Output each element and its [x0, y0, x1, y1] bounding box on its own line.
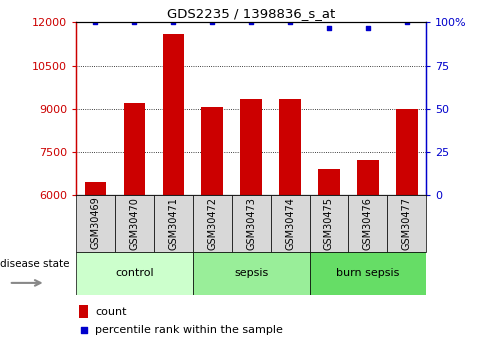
Bar — [310, 252, 426, 295]
Text: control: control — [115, 268, 154, 278]
Bar — [388, 195, 426, 252]
Point — [286, 20, 294, 25]
Bar — [76, 195, 115, 252]
Bar — [270, 195, 310, 252]
Text: disease state: disease state — [0, 259, 70, 269]
Bar — [396, 109, 417, 195]
Bar — [76, 252, 193, 295]
Text: GSM30474: GSM30474 — [285, 197, 295, 249]
Bar — [357, 160, 379, 195]
Point — [208, 20, 216, 25]
Point — [325, 25, 333, 30]
Bar — [310, 195, 348, 252]
Bar — [201, 107, 223, 195]
Bar — [115, 195, 154, 252]
Bar — [85, 182, 106, 195]
Text: GSM30475: GSM30475 — [324, 197, 334, 250]
Point — [170, 20, 177, 25]
Point — [80, 327, 88, 333]
Text: sepsis: sepsis — [234, 268, 268, 278]
Bar — [193, 252, 310, 295]
Bar — [241, 99, 262, 195]
Bar — [154, 195, 193, 252]
Text: percentile rank within the sample: percentile rank within the sample — [95, 325, 283, 335]
Point — [364, 25, 372, 30]
Bar — [163, 34, 184, 195]
Bar — [279, 99, 301, 195]
Text: GSM30472: GSM30472 — [207, 197, 217, 250]
Bar — [123, 103, 145, 195]
Text: GSM30477: GSM30477 — [402, 197, 412, 250]
Bar — [232, 195, 270, 252]
Text: count: count — [95, 307, 127, 317]
Bar — [348, 195, 388, 252]
Text: GSM30470: GSM30470 — [129, 197, 139, 249]
Text: GSM30471: GSM30471 — [168, 197, 178, 249]
Text: GSM30469: GSM30469 — [91, 197, 100, 249]
Title: GDS2235 / 1398836_s_at: GDS2235 / 1398836_s_at — [167, 7, 335, 20]
Text: GSM30476: GSM30476 — [363, 197, 373, 249]
Point — [130, 20, 138, 25]
Point — [247, 20, 255, 25]
Text: GSM30473: GSM30473 — [246, 197, 256, 249]
Bar — [79, 306, 88, 318]
Bar — [193, 195, 232, 252]
Point — [403, 20, 411, 25]
Text: burn sepsis: burn sepsis — [336, 268, 400, 278]
Bar — [318, 169, 340, 195]
Point — [92, 20, 99, 25]
